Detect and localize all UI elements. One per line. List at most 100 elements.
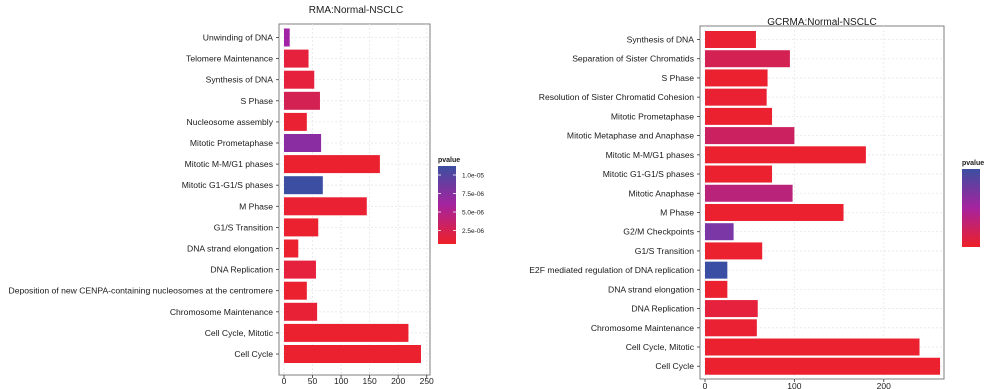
- bar-m-phase: [284, 197, 367, 216]
- legend-label: 7.5e-06: [462, 191, 484, 198]
- bar-cell-cycle-mitotic: [705, 338, 920, 356]
- bar-cell-cycle: [284, 345, 421, 363]
- legend-labels-rma: 1.0e-05 7.5e-06 5.0e-06 2.5e-06: [438, 173, 484, 235]
- category-label: G1/S Transition: [214, 222, 273, 232]
- chart-title-rma: RMA:Normal-NSCLC: [309, 5, 403, 16]
- category-label: Mitotic M-M/G1 phases: [606, 150, 694, 160]
- bar-e2f-mediated-regulation-of-dna-replication: [705, 261, 728, 279]
- x-tick-label: 150: [363, 376, 377, 386]
- category-label: Mitotic Anaphase: [629, 188, 695, 198]
- bars-rma: [284, 28, 421, 363]
- bar-mitotic-m-m-g1-phases: [705, 146, 866, 164]
- category-label: Synthesis of DNA: [206, 75, 274, 85]
- category-label: E2F mediated regulation of DNA replicati…: [529, 265, 694, 275]
- chart-gcrma: GCRMA:Normal-NSCLC Synthesis of DNA Separ…: [529, 17, 984, 389]
- legend-colorbar-gcrma: [962, 169, 980, 247]
- category-label: Mitotic Metaphase and Anaphase: [567, 131, 694, 141]
- bar-s-phase: [705, 69, 768, 87]
- category-label: G1/S Transition: [635, 246, 694, 256]
- bar-dna-replication: [705, 300, 758, 318]
- legend-gcrma: pvalue: [962, 160, 984, 247]
- legend-title-rma: pvalue: [438, 157, 460, 164]
- category-label: Nucleosome assembly: [187, 117, 274, 127]
- bar-synthesis-of-dna: [705, 31, 756, 48]
- legend-gradient: [962, 169, 980, 247]
- bar-dna-strand-elongation: [284, 239, 299, 258]
- x-tick-label: 200: [391, 376, 405, 386]
- bar-chromosome-maintenance: [705, 319, 757, 337]
- category-label: DNA strand elongation: [187, 244, 273, 254]
- x-tick-label: 0: [703, 381, 708, 389]
- bar-cell-cycle: [705, 357, 941, 375]
- bar-mitotic-m-m-g1-phases: [284, 155, 380, 174]
- category-label: DNA Replication: [631, 304, 694, 314]
- bar-mitotic-g1-g1-s-phases: [284, 176, 323, 195]
- category-label: Cell Cycle, Mitotic: [205, 328, 274, 338]
- legend-colorbar-rma: [438, 166, 456, 244]
- bar-resolution-of-sister-chromatid-cohesion: [705, 88, 767, 106]
- bar-mitotic-g1-g1-s-phases: [705, 165, 773, 183]
- chart-rma: RMA:Normal-NSCLC Unwinding of DNA Telomer…: [9, 5, 485, 386]
- bar-m-phase: [705, 203, 844, 221]
- x-axis-ticks-rma: 0 50 100 150 200 250: [282, 375, 434, 386]
- legend-title-gcrma: pvalue: [962, 160, 984, 167]
- bar-dna-replication: [284, 260, 316, 279]
- category-label: Mitotic G1-G1/S phases: [603, 169, 694, 179]
- bar-telomere-maintenance: [284, 49, 309, 68]
- x-tick-label: 0: [282, 376, 287, 386]
- category-label: Telomere Maintenance: [186, 54, 273, 64]
- bar-unwinding-of-dna: [284, 28, 290, 47]
- bar-mitotic-metaphase-and-anaphase: [705, 127, 795, 145]
- category-label: Separation of Sister Chromatids: [572, 54, 694, 64]
- bar-mitotic-prometaphase: [284, 134, 322, 152]
- category-labels-rma: Unwinding of DNA Telomere Maintenance Synt…: [9, 33, 279, 359]
- bar-cell-cycle-mitotic: [284, 323, 409, 342]
- x-tick-label: 100: [334, 376, 348, 386]
- bar-dna-strand-elongation: [705, 280, 728, 298]
- bar-mitotic-anaphase: [705, 184, 793, 202]
- category-label: Chromosome Maintenance: [591, 323, 694, 333]
- category-label: Cell Cycle: [234, 349, 273, 359]
- category-label: Resolution of Sister Chromatid Cohesion: [539, 92, 694, 102]
- bar-mitotic-prometaphase: [705, 107, 773, 125]
- x-tick-label: 50: [308, 376, 318, 386]
- x-axis-ticks-gcrma: 0 100 200: [703, 379, 891, 389]
- chart-title-gcrma: GCRMA:Normal-NSCLC: [767, 17, 876, 28]
- legend-label: 2.5e-06: [462, 228, 484, 235]
- x-tick-label: 200: [877, 381, 891, 389]
- bar-g2-m-checkpoints: [705, 223, 734, 241]
- category-label: M Phase: [660, 207, 694, 217]
- bar-s-phase: [284, 91, 320, 110]
- category-label: DNA Replication: [210, 265, 273, 275]
- bar-g1-s-transition: [705, 242, 763, 260]
- bar-g1-s-transition: [284, 218, 319, 237]
- bar-synthesis-of-dna: [284, 70, 315, 89]
- category-label: Unwinding of DNA: [203, 33, 273, 43]
- legend-gradient: [438, 166, 456, 244]
- x-tick-label: 100: [787, 381, 801, 389]
- category-labels-gcrma: Synthesis of DNA Separation of Sister Chr…: [529, 35, 700, 371]
- category-label: Mitotic Prometaphase: [190, 138, 273, 148]
- bar-separation-of-sister-chromatids: [705, 50, 790, 68]
- legend-rma: pvalue 1.0e-05 7.5e-06 5.0e-06 2.5e-06: [438, 157, 484, 244]
- category-label: M Phase: [239, 201, 273, 211]
- legend-label: 1.0e-05: [462, 173, 484, 180]
- category-label: S Phase: [662, 73, 695, 83]
- category-label: Deposition of new CENPA-containing nucle…: [9, 286, 274, 296]
- x-tick-label: 250: [420, 376, 434, 386]
- bar-chromosome-maintenance: [284, 302, 318, 321]
- category-label: Cell Cycle: [655, 361, 694, 371]
- bar-deposition-of-new-cenpa-containing-nucleosomes-at-the-centromere: [284, 281, 307, 300]
- category-label: Synthesis of DNA: [627, 35, 695, 45]
- category-label: S Phase: [241, 96, 274, 106]
- category-label: Mitotic Prometaphase: [611, 111, 694, 121]
- bars-gcrma: [705, 31, 941, 375]
- category-label: Cell Cycle, Mitotic: [626, 342, 695, 352]
- bar-nucleosome-assembly: [284, 112, 307, 131]
- legend-label: 5.0e-06: [462, 210, 484, 217]
- category-label: G2/M Checkpoints: [623, 227, 694, 237]
- category-label: Mitotic M-M/G1 phases: [185, 159, 273, 169]
- category-label: Chromosome Maintenance: [170, 307, 273, 317]
- category-label: DNA strand elongation: [608, 284, 694, 294]
